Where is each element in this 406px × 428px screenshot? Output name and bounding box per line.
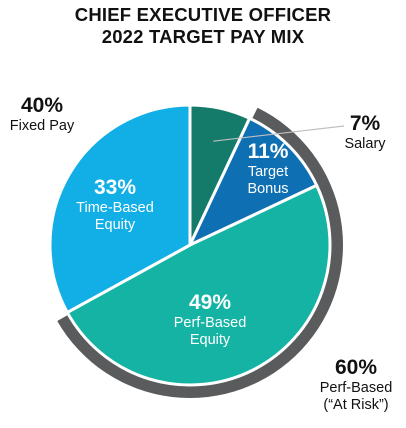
time-equity-line2: Equity <box>94 216 136 233</box>
pie-slice-time-based-equity <box>48 103 192 314</box>
perf-equity-label: 49% Perf-Based Equity <box>150 291 270 348</box>
at-risk-pct: 60% <box>334 356 378 379</box>
pie-slice-target-bonus <box>188 116 319 247</box>
salary-pct: 7% <box>349 112 381 135</box>
perf-equity-pct: 49% <box>188 291 232 314</box>
time-equity-line1: Time-Based <box>76 200 154 217</box>
at-risk-label: 60% Perf-Based (“At Risk”) <box>306 356 406 413</box>
bonus-pct: 11% <box>247 140 289 163</box>
at-risk-line1: Perf-Based <box>319 380 393 397</box>
chart-title-line2: 2022 TARGET PAY MIX <box>101 26 305 47</box>
chart-title: CHIEF EXECUTIVE OFFICER 2022 TARGET PAY … <box>0 4 406 48</box>
time-equity-pct: 33% <box>93 176 137 199</box>
bonus-line2: Bonus <box>247 180 289 197</box>
salary-label: 7% Salary <box>330 112 400 153</box>
chart-title-line1: CHIEF EXECUTIVE OFFICER <box>74 4 332 25</box>
salary-name: Salary <box>344 136 386 153</box>
fixed-pay-label: 40% Fixed Pay <box>2 94 82 135</box>
bonus-label: 11% Target Bonus <box>228 140 308 197</box>
salary-leader-line <box>213 125 345 142</box>
bonus-line1: Target <box>247 164 289 181</box>
perf-equity-line1: Perf-Based <box>173 315 247 332</box>
at-risk-line2: (“At Risk”) <box>323 396 389 413</box>
time-equity-label: 33% Time-Based Equity <box>60 176 170 233</box>
pie-slice-perf-based-equity <box>65 183 332 387</box>
fixed-pay-pct: 40% <box>20 94 64 117</box>
fixed-pay-name: Fixed Pay <box>9 118 75 135</box>
perf-equity-line2: Equity <box>189 331 231 348</box>
